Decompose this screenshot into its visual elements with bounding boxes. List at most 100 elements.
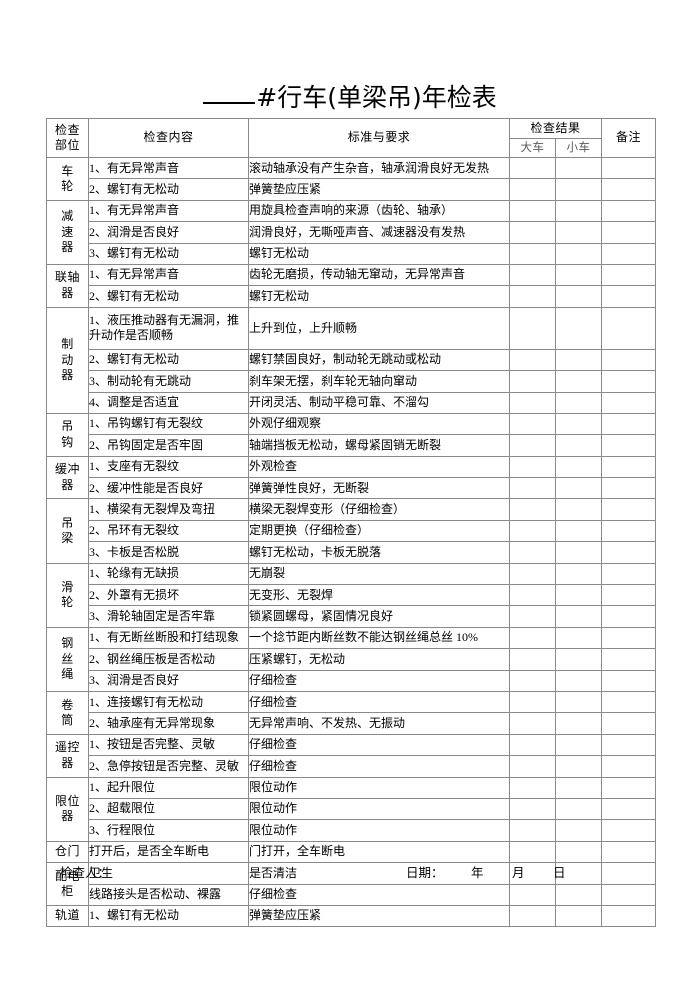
remark-cell[interactable] [601,840,657,864]
result-small-cell[interactable] [554,498,603,521]
result-big-cell[interactable] [509,242,556,265]
result-big-cell[interactable] [509,412,556,436]
result-small-cell[interactable] [554,306,603,350]
remark-cell[interactable] [601,370,657,393]
result-big-cell[interactable] [509,904,556,928]
result-small-cell[interactable] [554,819,603,842]
remark-cell[interactable] [601,648,657,671]
result-big-cell[interactable] [509,648,556,671]
result-big-cell[interactable] [509,306,556,350]
result-big-cell[interactable] [509,199,556,223]
result-small-cell[interactable] [554,391,603,414]
result-big-cell[interactable] [509,690,556,714]
remark-cell[interactable] [601,178,657,201]
result-small-cell[interactable] [554,584,603,607]
result-big-cell[interactable] [509,541,556,564]
remark-cell[interactable] [601,242,657,265]
remark-cell[interactable] [601,306,657,350]
result-big-cell[interactable] [509,776,556,799]
remark-cell[interactable] [601,541,657,564]
remark-cell[interactable] [601,434,657,457]
remark-cell[interactable] [601,819,657,842]
result-big-cell[interactable] [509,797,556,821]
remark-cell[interactable] [601,199,657,223]
result-big-cell[interactable] [509,348,556,372]
result-small-cell[interactable] [554,883,603,906]
result-small-cell[interactable] [554,199,603,223]
result-small-cell[interactable] [554,797,603,821]
result-big-cell[interactable] [509,285,556,308]
result-small-cell[interactable] [554,178,603,201]
result-big-cell[interactable] [509,755,556,778]
remark-cell[interactable] [601,221,657,244]
result-big-cell[interactable] [509,221,556,244]
result-small-cell[interactable] [554,519,603,543]
remark-cell[interactable] [601,519,657,543]
remark-cell[interactable] [601,562,657,586]
remark-cell[interactable] [601,263,657,287]
result-small-cell[interactable] [554,562,603,586]
remark-cell[interactable] [601,712,657,735]
remark-cell[interactable] [601,455,657,479]
result-small-cell[interactable] [554,648,603,671]
result-small-cell[interactable] [554,669,603,692]
result-big-cell[interactable] [509,584,556,607]
remark-cell[interactable] [601,156,657,180]
remark-cell[interactable] [601,904,657,928]
result-big-cell[interactable] [509,519,556,543]
title-blank-underline[interactable] [203,102,256,104]
result-big-cell[interactable] [509,562,556,586]
remark-cell[interactable] [601,412,657,436]
result-small-cell[interactable] [554,370,603,393]
remark-cell[interactable] [601,690,657,714]
result-small-cell[interactable] [554,455,603,479]
remark-cell[interactable] [601,797,657,821]
result-small-cell[interactable] [554,263,603,287]
result-small-cell[interactable] [554,733,603,757]
result-big-cell[interactable] [509,455,556,479]
result-small-cell[interactable] [554,156,603,180]
remark-cell[interactable] [601,626,657,650]
remark-cell[interactable] [601,862,657,885]
result-small-cell[interactable] [554,840,603,864]
result-small-cell[interactable] [554,348,603,372]
remark-cell[interactable] [601,285,657,308]
result-small-cell[interactable] [554,712,603,735]
result-big-cell[interactable] [509,178,556,201]
remark-cell[interactable] [601,755,657,778]
result-small-cell[interactable] [554,434,603,457]
result-big-cell[interactable] [509,605,556,628]
result-small-cell[interactable] [554,776,603,799]
result-small-cell[interactable] [554,242,603,265]
result-big-cell[interactable] [509,391,556,414]
result-small-cell[interactable] [554,477,603,500]
remark-cell[interactable] [601,498,657,521]
result-small-cell[interactable] [554,605,603,628]
remark-cell[interactable] [601,669,657,692]
remark-cell[interactable] [601,348,657,372]
result-small-cell[interactable] [554,412,603,436]
result-big-cell[interactable] [509,477,556,500]
result-small-cell[interactable] [554,626,603,650]
result-big-cell[interactable] [509,156,556,180]
remark-cell[interactable] [601,776,657,799]
remark-cell[interactable] [601,605,657,628]
result-small-cell[interactable] [554,541,603,564]
result-big-cell[interactable] [509,370,556,393]
result-big-cell[interactable] [509,434,556,457]
result-big-cell[interactable] [509,669,556,692]
result-big-cell[interactable] [509,498,556,521]
result-big-cell[interactable] [509,883,556,906]
remark-cell[interactable] [601,883,657,906]
result-small-cell[interactable] [554,755,603,778]
result-big-cell[interactable] [509,626,556,650]
result-small-cell[interactable] [554,221,603,244]
result-big-cell[interactable] [509,733,556,757]
result-small-cell[interactable] [554,904,603,928]
result-small-cell[interactable] [554,690,603,714]
result-big-cell[interactable] [509,840,556,864]
remark-cell[interactable] [601,733,657,757]
result-big-cell[interactable] [509,819,556,842]
result-small-cell[interactable] [554,285,603,308]
remark-cell[interactable] [601,584,657,607]
